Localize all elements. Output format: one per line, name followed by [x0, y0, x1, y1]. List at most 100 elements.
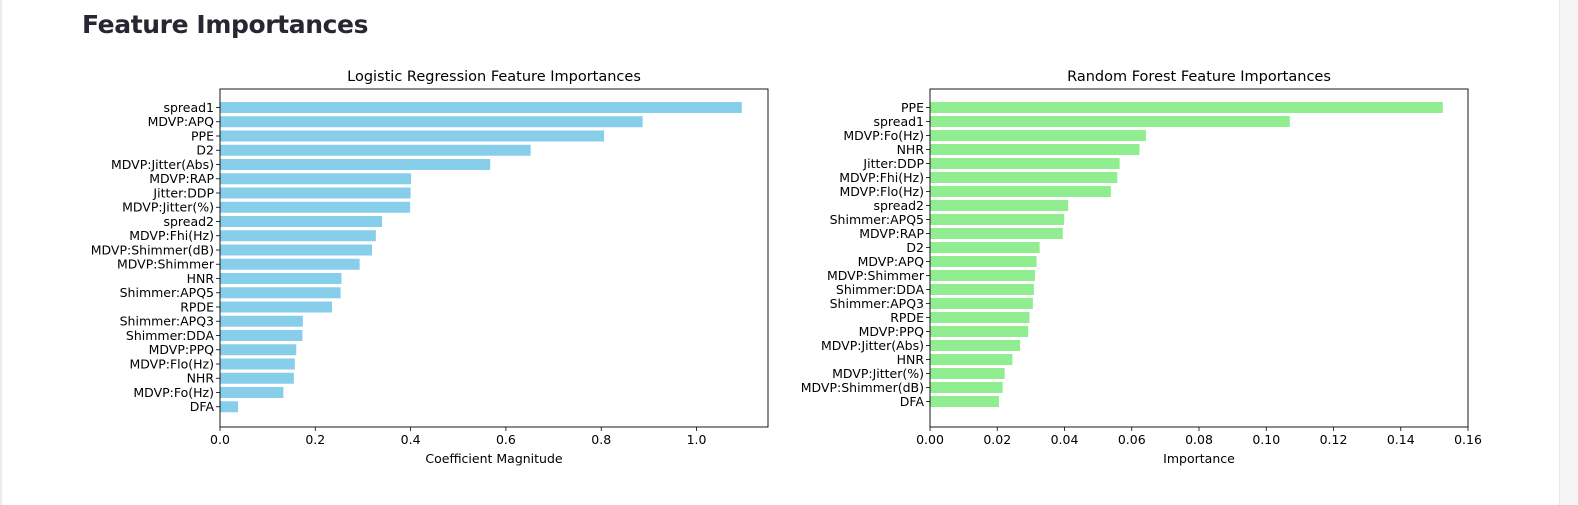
bar: [220, 201, 411, 213]
x-tick-label: 0.12: [1320, 432, 1348, 447]
y-tick-label: MDVP:Fhi(Hz): [129, 228, 214, 243]
y-tick-label: PPE: [191, 128, 214, 143]
y-tick-label: spread2: [873, 198, 924, 213]
bar: [930, 312, 1030, 323]
bar: [930, 214, 1065, 225]
x-tick-label: 0.16: [1454, 432, 1482, 447]
y-tick-label: spread1: [873, 114, 924, 129]
bar: [220, 315, 303, 327]
bar: [220, 244, 373, 256]
y-tick-label: Shimmer:APQ5: [830, 212, 924, 227]
bar: [930, 200, 1069, 211]
bar: [220, 116, 643, 128]
x-axis-label: Importance: [1163, 451, 1235, 466]
y-tick-label: MDVP:Fo(Hz): [133, 385, 214, 400]
y-tick-label: MDVP:Fo(Hz): [843, 128, 924, 143]
x-tick-label: 0.08: [1185, 432, 1213, 447]
bar: [220, 130, 605, 142]
chart-title: Random Forest Feature Importances: [1067, 69, 1331, 85]
y-tick-label: RPDE: [180, 299, 214, 314]
y-tick-label: MDVP:APQ: [148, 114, 215, 129]
plot-frame: [219, 88, 769, 428]
x-tick-label: 0.0: [210, 432, 230, 447]
y-tick-label: MDVP:APQ: [858, 254, 925, 269]
y-tick-label: spread1: [163, 100, 214, 115]
y-tick-label: Shimmer:DDA: [836, 282, 925, 297]
bar: [930, 326, 1029, 337]
y-tick-label: HNR: [187, 271, 215, 286]
y-tick-label: D2: [906, 240, 924, 255]
bar: [220, 387, 284, 398]
bar: [930, 158, 1120, 169]
y-tick-label: MDVP:RAP: [859, 226, 924, 241]
scrollbar-track[interactable]: [1559, 0, 1578, 505]
x-tick-label: 0.10: [1252, 432, 1280, 447]
bar: [220, 144, 531, 156]
y-tick-label: MDVP:Fhi(Hz): [839, 170, 924, 185]
y-tick-label: MDVP:RAP: [149, 171, 214, 186]
bar: [930, 228, 1063, 239]
y-tick-label: MDVP:Jitter(%): [122, 200, 214, 215]
page-left-edge: [0, 0, 2, 505]
y-tick-label: D2: [196, 143, 214, 158]
x-tick-label: 0.2: [305, 432, 325, 447]
y-tick-label: Shimmer:DDA: [126, 328, 215, 343]
y-tick-label: NHR: [897, 142, 925, 157]
bar: [930, 130, 1146, 141]
y-tick-label: Shimmer:APQ3: [120, 314, 214, 329]
bar: [220, 273, 342, 284]
y-tick-label: Jitter:DDP: [862, 156, 924, 171]
bar: [930, 396, 999, 407]
y-tick-label: DFA: [190, 399, 215, 414]
x-tick-label: 0.00: [916, 432, 944, 447]
y-tick-label: Shimmer:APQ5: [120, 285, 214, 300]
y-tick-label: Shimmer:APQ3: [830, 296, 924, 311]
y-tick-label: MDVP:Shimmer: [117, 257, 215, 272]
bar: [220, 330, 303, 341]
y-tick-label: MDVP:Flo(Hz): [129, 356, 214, 371]
x-tick-label: 0.8: [591, 432, 611, 447]
bar: [930, 172, 1118, 183]
y-tick-label: RPDE: [890, 310, 924, 325]
bar: [220, 159, 491, 170]
bar: [930, 186, 1111, 197]
bar: [930, 298, 1033, 309]
bar: [930, 256, 1037, 267]
bar: [930, 354, 1013, 365]
bar: [930, 284, 1034, 295]
bar: [930, 116, 1290, 127]
bar: [930, 340, 1021, 351]
y-tick-label: MDVP:Jitter(%): [832, 366, 924, 381]
bar: [220, 401, 239, 413]
bar: [220, 187, 411, 199]
y-tick-label: MDVP:Jitter(Abs): [111, 157, 214, 172]
x-tick-label: 0.06: [1118, 432, 1146, 447]
y-tick-label: MDVP:Flo(Hz): [839, 184, 924, 199]
y-tick-label: Jitter:DDP: [152, 185, 214, 200]
bar: [220, 102, 742, 113]
y-tick-label: MDVP:Shimmer(dB): [91, 242, 214, 257]
y-tick-label: MDVP:PPQ: [859, 324, 925, 339]
y-tick-label: MDVP:PPQ: [149, 342, 215, 357]
bar: [220, 258, 360, 270]
y-tick-label: DFA: [900, 394, 925, 409]
bar: [220, 344, 297, 356]
bar: [220, 216, 383, 227]
x-tick-label: 0.14: [1387, 432, 1415, 447]
x-tick-label: 0.02: [983, 432, 1011, 447]
bar: [220, 287, 341, 299]
y-tick-label: NHR: [187, 371, 215, 386]
y-tick-label: MDVP:Shimmer(dB): [801, 380, 924, 395]
bar: [930, 270, 1035, 281]
section-title: Feature Importances: [82, 10, 369, 39]
x-tick-label: 1.0: [687, 432, 707, 447]
bar: [220, 301, 332, 313]
bar: [930, 102, 1443, 113]
bar: [220, 173, 412, 185]
bar: [930, 368, 1005, 379]
bar: [220, 358, 295, 370]
y-tick-label: spread2: [163, 214, 214, 229]
x-tick-label: 0.4: [401, 432, 421, 447]
